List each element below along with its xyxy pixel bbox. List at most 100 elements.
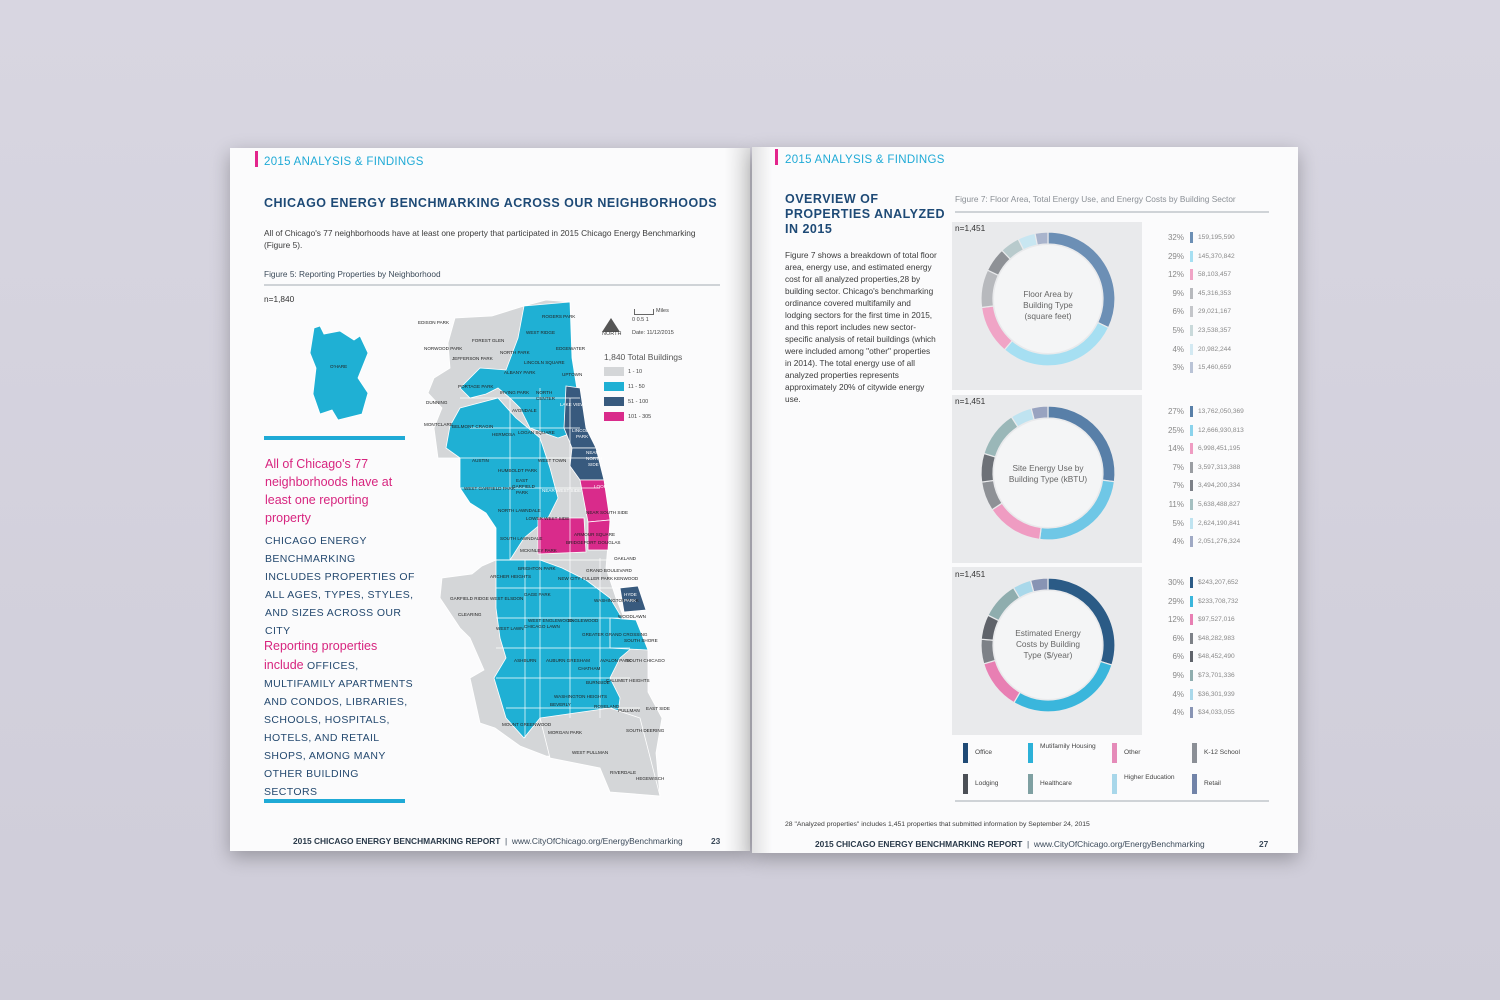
value-label: $243,207,652 [1198, 579, 1239, 586]
miles-label: Miles [656, 308, 669, 314]
value-label: 3,494,200,334 [1198, 482, 1241, 490]
map-label: WEST TOWN [538, 458, 566, 463]
value-swatch [1190, 287, 1193, 299]
map-label: EAST [516, 478, 528, 483]
map-label: ROGERS PARK [542, 314, 576, 319]
legend-swatch [604, 367, 624, 376]
map-label: WASHINGTON PARK [594, 598, 640, 603]
legend-label: K-12 School [1204, 749, 1240, 756]
percent-label: 29% [1167, 596, 1184, 606]
map-label: EAST SIDE [646, 706, 670, 711]
value-swatch [1190, 577, 1193, 588]
value-swatch [1190, 343, 1193, 355]
map-label: MCKINLEY PARK [520, 548, 558, 553]
legend-label: Other [1124, 749, 1141, 756]
footer-title: 2015 CHICAGO ENERGY BENCHMARKING REPORT [293, 836, 501, 846]
footer-url: www.CityOfChicago.org/EnergyBenchmarking [511, 836, 683, 846]
callout-2-pink: Reporting properties include [264, 639, 378, 672]
map-label: NEAR SOUTH SIDE [586, 510, 628, 515]
value-swatch [1190, 651, 1193, 663]
body-text: Figure 7 shows a breakdown of total floo… [785, 250, 937, 404]
map-label: ARMOUR SQUARE [574, 532, 615, 537]
callout-2-body: OFFICES, MULTIFAMILY APARTMENTS AND COND… [264, 660, 414, 798]
callout-2: Reporting properties include OFFICES, MU… [264, 637, 414, 801]
map-label: GAGE PARK [524, 592, 552, 597]
map-label: IRVING PARK [500, 390, 530, 395]
legend-label: Higher Education [1124, 774, 1175, 781]
map-label: PULLMAN [618, 708, 640, 713]
map-label: KENWOOD [614, 576, 639, 581]
callout-top-rule [264, 436, 405, 440]
percent-label: 6% [1172, 652, 1184, 662]
legend-swatch [604, 412, 624, 421]
value-swatch [1190, 443, 1193, 455]
map-label: HUMBOLDT PARK [498, 468, 538, 473]
map-label: CHATHAM [578, 666, 601, 671]
intro-line-2: (Figure 5). [264, 239, 303, 250]
legend-swatch [1192, 743, 1197, 763]
map-label: GRAND BOULEVARD [586, 568, 633, 573]
legend-label: 11 - 50 [628, 384, 645, 390]
map-labels: ROGERS PARK EDISON PARK WEST RIDGE FORES… [330, 314, 670, 781]
map-boundaries [460, 388, 640, 738]
value-label: 45,316,353 [1198, 289, 1232, 297]
map-loop-pink [587, 519, 611, 551]
map-label: GARFIELD RIDGE [450, 596, 489, 601]
value-label: 6,998,451,195 [1198, 445, 1241, 453]
north-arrow-icon [602, 318, 620, 332]
figure-rule [264, 284, 720, 286]
map-label: CHICAGO LAWN [524, 624, 560, 629]
map-label: WASHINGTON HEIGHTS [554, 694, 607, 699]
map-hyde-park-dark [619, 585, 647, 613]
percent-label: 7% [1172, 462, 1184, 472]
value-label: 12,666,930,813 [1198, 426, 1244, 434]
north-label: NORTH [602, 331, 622, 337]
footnote: 28 "Analyzed properties" includes 1,451 … [785, 821, 1090, 828]
map-label: LOOP [594, 484, 607, 489]
value-label: $34,033,055 [1198, 709, 1235, 717]
value-swatch [1190, 670, 1193, 681]
legend-label: Healthcare [1040, 780, 1072, 787]
donut-hole [994, 591, 1102, 699]
map-label: BURNSIDE [586, 680, 610, 685]
map-label: WEST ENGLEWOOD [528, 618, 574, 623]
map-label: LINCOLN [572, 428, 592, 433]
map-label: AUBURN GRESHAM [546, 658, 590, 663]
value-swatch [1190, 707, 1193, 719]
percent-label: 7% [1172, 481, 1184, 491]
map-label: DUNNING [426, 400, 448, 405]
value-label: $73,701,336 [1198, 672, 1235, 679]
percent-label: 5% [1172, 326, 1184, 335]
map-label: WEST PULLMAN [572, 750, 608, 755]
value-label: 29,021,167 [1198, 308, 1232, 316]
legend-swatch [1112, 774, 1117, 794]
value-label: 145,370,842 [1198, 252, 1235, 260]
percent-label: 5% [1172, 518, 1184, 528]
value-swatch [1190, 517, 1193, 529]
map-label: PARK [576, 434, 589, 439]
intro-line-1: All of Chicago's 77 neighborhoods have a… [264, 228, 696, 238]
map-label: HYDE [624, 592, 637, 597]
map-label: WEST ELSDON [490, 596, 523, 601]
value-label: $36,301,939 [1198, 690, 1235, 698]
map-label: LAKE VIEW [560, 402, 585, 407]
percent-label: 9% [1172, 671, 1184, 680]
value-swatch [1190, 306, 1193, 318]
percent-label: 9% [1172, 288, 1184, 298]
map-label: DOUGLAS [598, 540, 620, 545]
value-swatch [1190, 232, 1193, 243]
value-label: 23,538,357 [1198, 327, 1232, 334]
left-page: 2015 ANALYSIS & FINDINGS CHICAGO ENERGY … [230, 148, 750, 851]
legend-swatch [1028, 743, 1033, 763]
map-label: FOREST GLEN [472, 338, 504, 343]
value-label: $233,708,732 [1198, 597, 1239, 605]
percent-label: 12% [1167, 270, 1184, 280]
legend-swatch [1192, 774, 1197, 794]
map-label: AVONDALE [512, 408, 537, 413]
section-tag: 2015 ANALYSIS & FINDINGS [264, 156, 424, 168]
map-label: NEAR WEST SIDE [542, 488, 581, 493]
percent-label: 30% [1167, 578, 1184, 587]
legend-swatch [963, 743, 968, 763]
map-label: NEW CITY [558, 576, 580, 581]
value-label: 3,597,313,388 [1198, 463, 1241, 471]
